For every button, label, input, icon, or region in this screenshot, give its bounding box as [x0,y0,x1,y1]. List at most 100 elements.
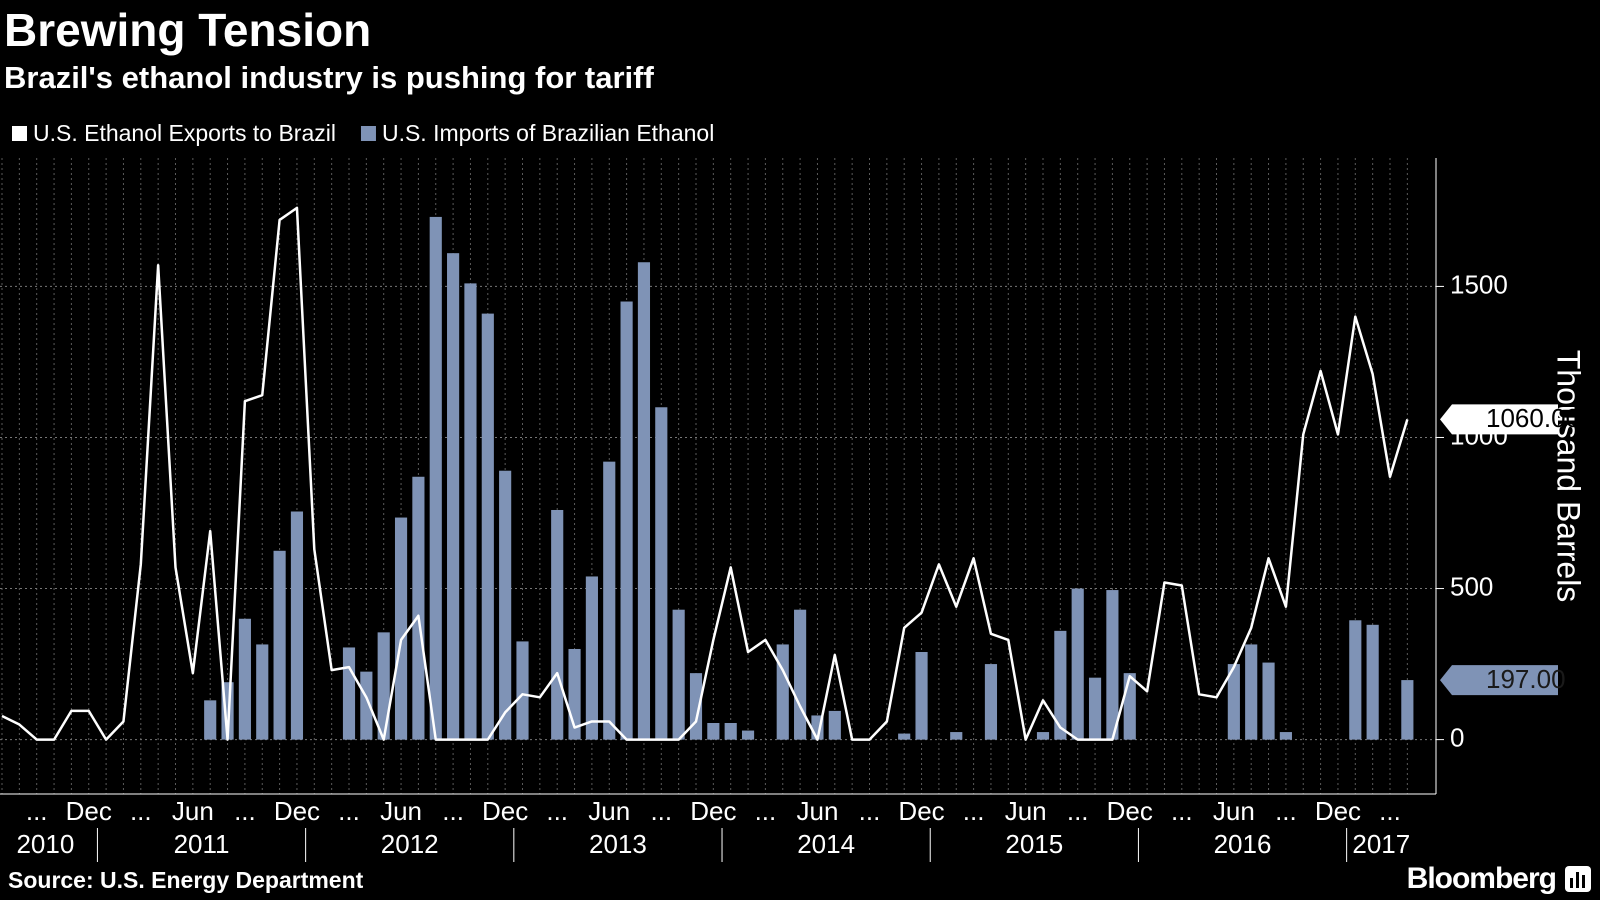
bar [828,710,841,740]
x-tick-label: Dec [898,796,944,826]
bar [1054,630,1067,740]
x-tick-label: ... [650,796,672,826]
y-tick-label: 500 [1450,571,1493,601]
value-tag [1440,665,1558,696]
x-tick-label: ... [1067,796,1089,826]
x-tick-label: ... [859,796,881,826]
bar [342,647,356,740]
legend-swatch [12,126,27,141]
year-label: 2014 [797,829,855,859]
bar [950,732,963,740]
bar [256,644,269,740]
bar [1088,677,1102,740]
bar [915,651,928,740]
brand-icon [1565,866,1591,892]
bar [412,476,425,740]
bar [290,511,304,740]
x-tick-label: ... [1379,796,1401,826]
chart-subtitle: Brazil's ethanol industry is pushing for… [4,60,654,95]
x-tick-label: ... [546,796,568,826]
bar [204,700,217,740]
bar [394,517,408,740]
bar [481,313,494,740]
x-tick-label: ... [1171,796,1193,826]
x-tick-label: Dec [690,796,736,826]
bar [1106,590,1119,740]
bar [776,644,789,740]
bar [620,301,633,740]
brand: Bloomberg [1407,862,1556,895]
x-tick-label: Jun [1213,796,1255,826]
bar [898,733,911,740]
bar [1036,732,1050,740]
x-tick-label: ... [963,796,985,826]
x-tick-label: ... [338,796,360,826]
bar [1227,664,1240,740]
bar [360,671,373,740]
x-tick-label: ... [26,796,48,826]
value-label: 197.00 [1486,664,1566,694]
bar [238,618,251,740]
source: Source: U.S. Energy Department [8,867,364,893]
year-label: 2012 [381,829,439,859]
legend-label: U.S. Ethanol Exports to Brazil [33,120,336,146]
x-tick-label: Dec [66,796,112,826]
bar [516,641,529,740]
bar [794,609,807,740]
y-tick-label: 1500 [1450,269,1508,299]
x-tick-label: Dec [274,796,320,826]
year-label: 2017 [1352,829,1410,859]
bar [655,407,668,740]
bar [1071,588,1084,740]
year-label: 2015 [1005,829,1063,859]
value-tag [1440,404,1558,435]
x-tick-label: Jun [172,796,214,826]
x-tick-label: ... [1275,796,1297,826]
bar [429,216,442,740]
x-tick-label: Dec [1107,796,1153,826]
bar [447,253,460,740]
bar [1366,624,1379,740]
bar [464,283,477,740]
bar [724,722,737,740]
value-label: 1060.00 [1486,403,1580,433]
x-tick-label: Jun [796,796,838,826]
y-tick-label: 0 [1450,722,1464,752]
bar [1349,620,1362,740]
year-label: 2013 [589,829,647,859]
year-label: 2016 [1214,829,1272,859]
bar [741,730,755,740]
x-tick-label: ... [234,796,256,826]
bar [499,470,512,740]
bar [707,722,720,740]
year-label: 2010 [16,829,74,859]
bar [1245,644,1258,740]
bar [603,461,616,740]
x-tick-label: Jun [380,796,422,826]
bar [1123,673,1136,740]
line [1,206,1409,741]
bar [377,632,390,740]
bar [551,509,564,740]
bar [672,609,685,740]
x-tick-label: Jun [588,796,630,826]
chart-title: Brewing Tension [4,4,371,56]
y-axis-label: Thousand Barrels [1551,350,1587,603]
bar [1262,662,1275,740]
bar [273,550,286,740]
x-tick-label: Dec [1315,796,1361,826]
x-tick-label: Dec [482,796,528,826]
x-tick-label: Jun [1005,796,1047,826]
bar [637,262,651,740]
bar [1279,732,1292,740]
x-tick-label: ... [130,796,152,826]
bar [984,664,998,740]
bar [1401,680,1414,740]
legend-label: U.S. Imports of Brazilian Ethanol [382,120,714,146]
bar [585,576,598,740]
year-label: 2011 [174,829,230,859]
x-tick-label: ... [755,796,777,826]
x-tick-label: ... [442,796,464,826]
legend-swatch [360,126,376,141]
